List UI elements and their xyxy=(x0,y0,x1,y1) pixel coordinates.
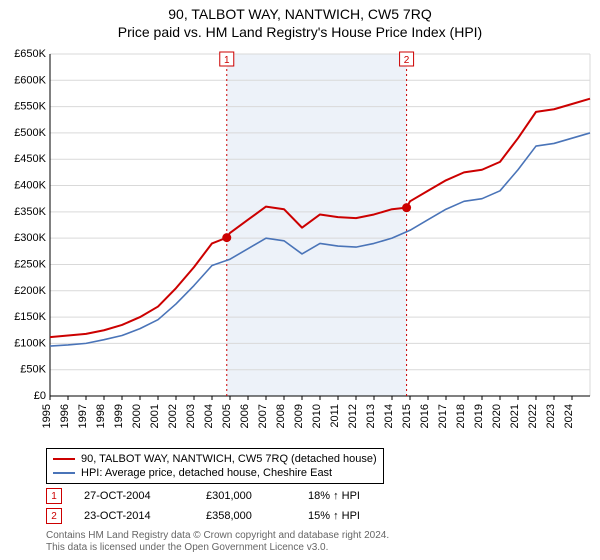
line-chart: £0 £50K £100K £150K £200K £250K £300K £350K £400… xyxy=(4,44,596,444)
svg-text:1995: 1995 xyxy=(41,404,53,428)
svg-text:1: 1 xyxy=(224,55,230,66)
footer-line-1: Contains HM Land Registry data © Crown c… xyxy=(46,530,600,542)
svg-text:2024: 2024 xyxy=(563,404,575,428)
footer-line-2: This data is licensed under the Open Gov… xyxy=(46,542,600,554)
svg-text:£150K: £150K xyxy=(14,311,46,323)
sale-badge-2: 2 xyxy=(46,508,62,524)
svg-text:2001: 2001 xyxy=(149,404,161,428)
svg-text:2011: 2011 xyxy=(329,404,341,428)
svg-text:2006: 2006 xyxy=(239,404,251,428)
svg-text:£200K: £200K xyxy=(14,285,46,297)
svg-text:2000: 2000 xyxy=(131,404,143,428)
svg-text:2017: 2017 xyxy=(437,404,449,428)
svg-text:£50K: £50K xyxy=(20,364,46,376)
legend-label-property: 90, TALBOT WAY, NANTWICH, CW5 7RQ (detac… xyxy=(81,452,377,466)
svg-text:£400K: £400K xyxy=(14,180,46,192)
svg-text:£0: £0 xyxy=(34,390,46,402)
sale-date-1: 27-OCT-2004 xyxy=(84,490,184,502)
legend-row-hpi: HPI: Average price, detached house, Ches… xyxy=(53,466,377,480)
svg-text:2020: 2020 xyxy=(491,404,503,428)
sale-delta-1: 18% ↑ HPI xyxy=(308,490,360,502)
svg-text:2008: 2008 xyxy=(275,404,287,428)
sale-date-2: 23-OCT-2014 xyxy=(84,510,184,522)
svg-text:2010: 2010 xyxy=(311,404,323,428)
legend-label-hpi: HPI: Average price, detached house, Ches… xyxy=(81,466,332,480)
footer: Contains HM Land Registry data © Crown c… xyxy=(46,530,600,554)
legend-row-property: 90, TALBOT WAY, NANTWICH, CW5 7RQ (detac… xyxy=(53,452,377,466)
legend: 90, TALBOT WAY, NANTWICH, CW5 7RQ (detac… xyxy=(46,448,384,484)
legend-swatch-property xyxy=(53,458,75,460)
sale-row-1: 1 27-OCT-2004 £301,000 18% ↑ HPI xyxy=(46,488,600,504)
svg-text:2018: 2018 xyxy=(455,404,467,428)
svg-text:1998: 1998 xyxy=(95,404,107,428)
sale-price-1: £301,000 xyxy=(206,490,286,502)
svg-text:£550K: £550K xyxy=(14,101,46,113)
svg-text:1996: 1996 xyxy=(59,404,71,428)
svg-text:2007: 2007 xyxy=(257,404,269,428)
svg-text:2019: 2019 xyxy=(473,404,485,428)
legend-swatch-hpi xyxy=(53,472,75,474)
svg-text:2013: 2013 xyxy=(365,404,377,428)
chart-title-sub: Price paid vs. HM Land Registry's House … xyxy=(0,22,600,44)
page: 90, TALBOT WAY, NANTWICH, CW5 7RQ Price … xyxy=(0,0,600,560)
sale-price-2: £358,000 xyxy=(206,510,286,522)
svg-text:2023: 2023 xyxy=(545,404,557,428)
sale-delta-2: 15% ↑ HPI xyxy=(308,510,360,522)
svg-text:£650K: £650K xyxy=(14,48,46,60)
svg-text:2004: 2004 xyxy=(203,404,215,428)
svg-text:2: 2 xyxy=(404,55,410,66)
svg-text:£250K: £250K xyxy=(14,258,46,270)
svg-text:2015: 2015 xyxy=(401,404,413,428)
svg-text:£100K: £100K xyxy=(14,337,46,349)
svg-text:£300K: £300K xyxy=(14,232,46,244)
svg-text:2009: 2009 xyxy=(293,404,305,428)
svg-text:1999: 1999 xyxy=(113,404,125,428)
svg-text:£500K: £500K xyxy=(14,127,46,139)
svg-text:£600K: £600K xyxy=(14,74,46,86)
svg-text:2016: 2016 xyxy=(419,404,431,428)
svg-text:2003: 2003 xyxy=(185,404,197,428)
chart-title-address: 90, TALBOT WAY, NANTWICH, CW5 7RQ xyxy=(0,0,600,22)
svg-text:2005: 2005 xyxy=(221,404,233,428)
svg-text:£450K: £450K xyxy=(14,153,46,165)
svg-text:2014: 2014 xyxy=(383,404,395,428)
svg-text:£350K: £350K xyxy=(14,206,46,218)
svg-text:2022: 2022 xyxy=(527,404,539,428)
svg-text:2021: 2021 xyxy=(509,404,521,428)
sale-row-2: 2 23-OCT-2014 £358,000 15% ↑ HPI xyxy=(46,508,600,524)
sale-badge-1: 1 xyxy=(46,488,62,504)
svg-text:2012: 2012 xyxy=(347,404,359,428)
chart-area: £0 £50K £100K £150K £200K £250K £300K £350K £400… xyxy=(4,44,596,444)
svg-text:1997: 1997 xyxy=(77,404,89,428)
svg-text:2002: 2002 xyxy=(167,404,179,428)
